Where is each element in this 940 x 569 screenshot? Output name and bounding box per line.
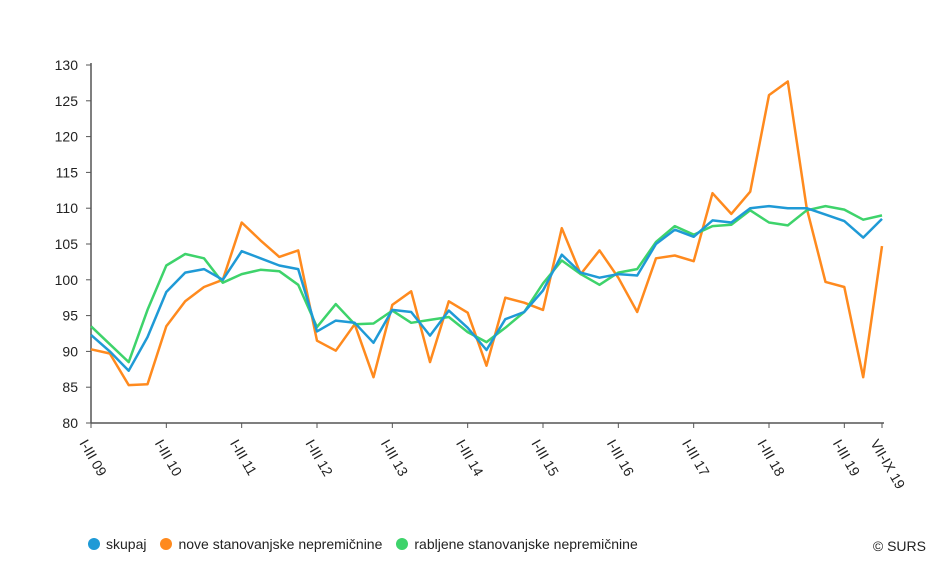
legend-marker-icon [396,538,409,550]
x-tick-label: I-III 18 [754,437,788,480]
x-tick-label: I-III 19 [830,437,864,480]
y-tick-label: 95 [62,308,78,324]
y-tick-label: 90 [62,343,78,359]
y-tick-label: 100 [55,272,79,288]
x-tick-label: VII-IX 19 [867,437,908,492]
x-tick-label: I-III 13 [378,437,412,480]
y-tick-label: 130 [55,57,79,73]
series-line-1 [90,80,884,387]
x-tick-label: I-III 17 [679,437,713,480]
y-tick-label: 125 [55,93,79,109]
x-tick-label: I-III 11 [227,437,260,479]
x-tick-label: I-III 14 [453,437,487,480]
x-tick-label: I-III 10 [152,437,186,480]
y-tick-label: 120 [55,129,79,145]
x-tick-label: I-III 12 [302,437,336,480]
x-tick-label: I-III 16 [604,437,638,480]
x-tick-label: I-III 15 [528,437,562,480]
legend-marker-icon [160,538,173,550]
y-tick-label: 115 [56,164,79,180]
series-line-0 [90,204,883,372]
legend-item: skupaj [88,536,146,552]
credit-label: © SURS [872,538,926,554]
x-tick-label: I-III 09 [76,437,110,480]
line-chart: 80 85 90 95 100 105 110 115 120 125 130 I-III 09 I-I… [55,57,909,492]
legend-label: rabljene stanovanjske nepremičnine [414,536,638,552]
legend: skupaj nove stanovanjske nepremičnine rabl… [88,536,638,552]
y-tick-label: 85 [62,379,78,395]
y-tick-label: 80 [62,415,78,431]
y-tick-label: 105 [55,236,79,252]
legend-label: nove stanovanjske nepremičnine [178,536,383,552]
y-tick-label: 110 [56,200,79,216]
legend-item: rabljene stanovanjske nepremičnine [396,536,638,552]
legend-label: skupaj [106,536,147,552]
legend-item: nove stanovanjske nepremičnine [160,536,382,552]
series-line-2 [90,204,883,364]
legend-marker-icon [88,538,100,550]
